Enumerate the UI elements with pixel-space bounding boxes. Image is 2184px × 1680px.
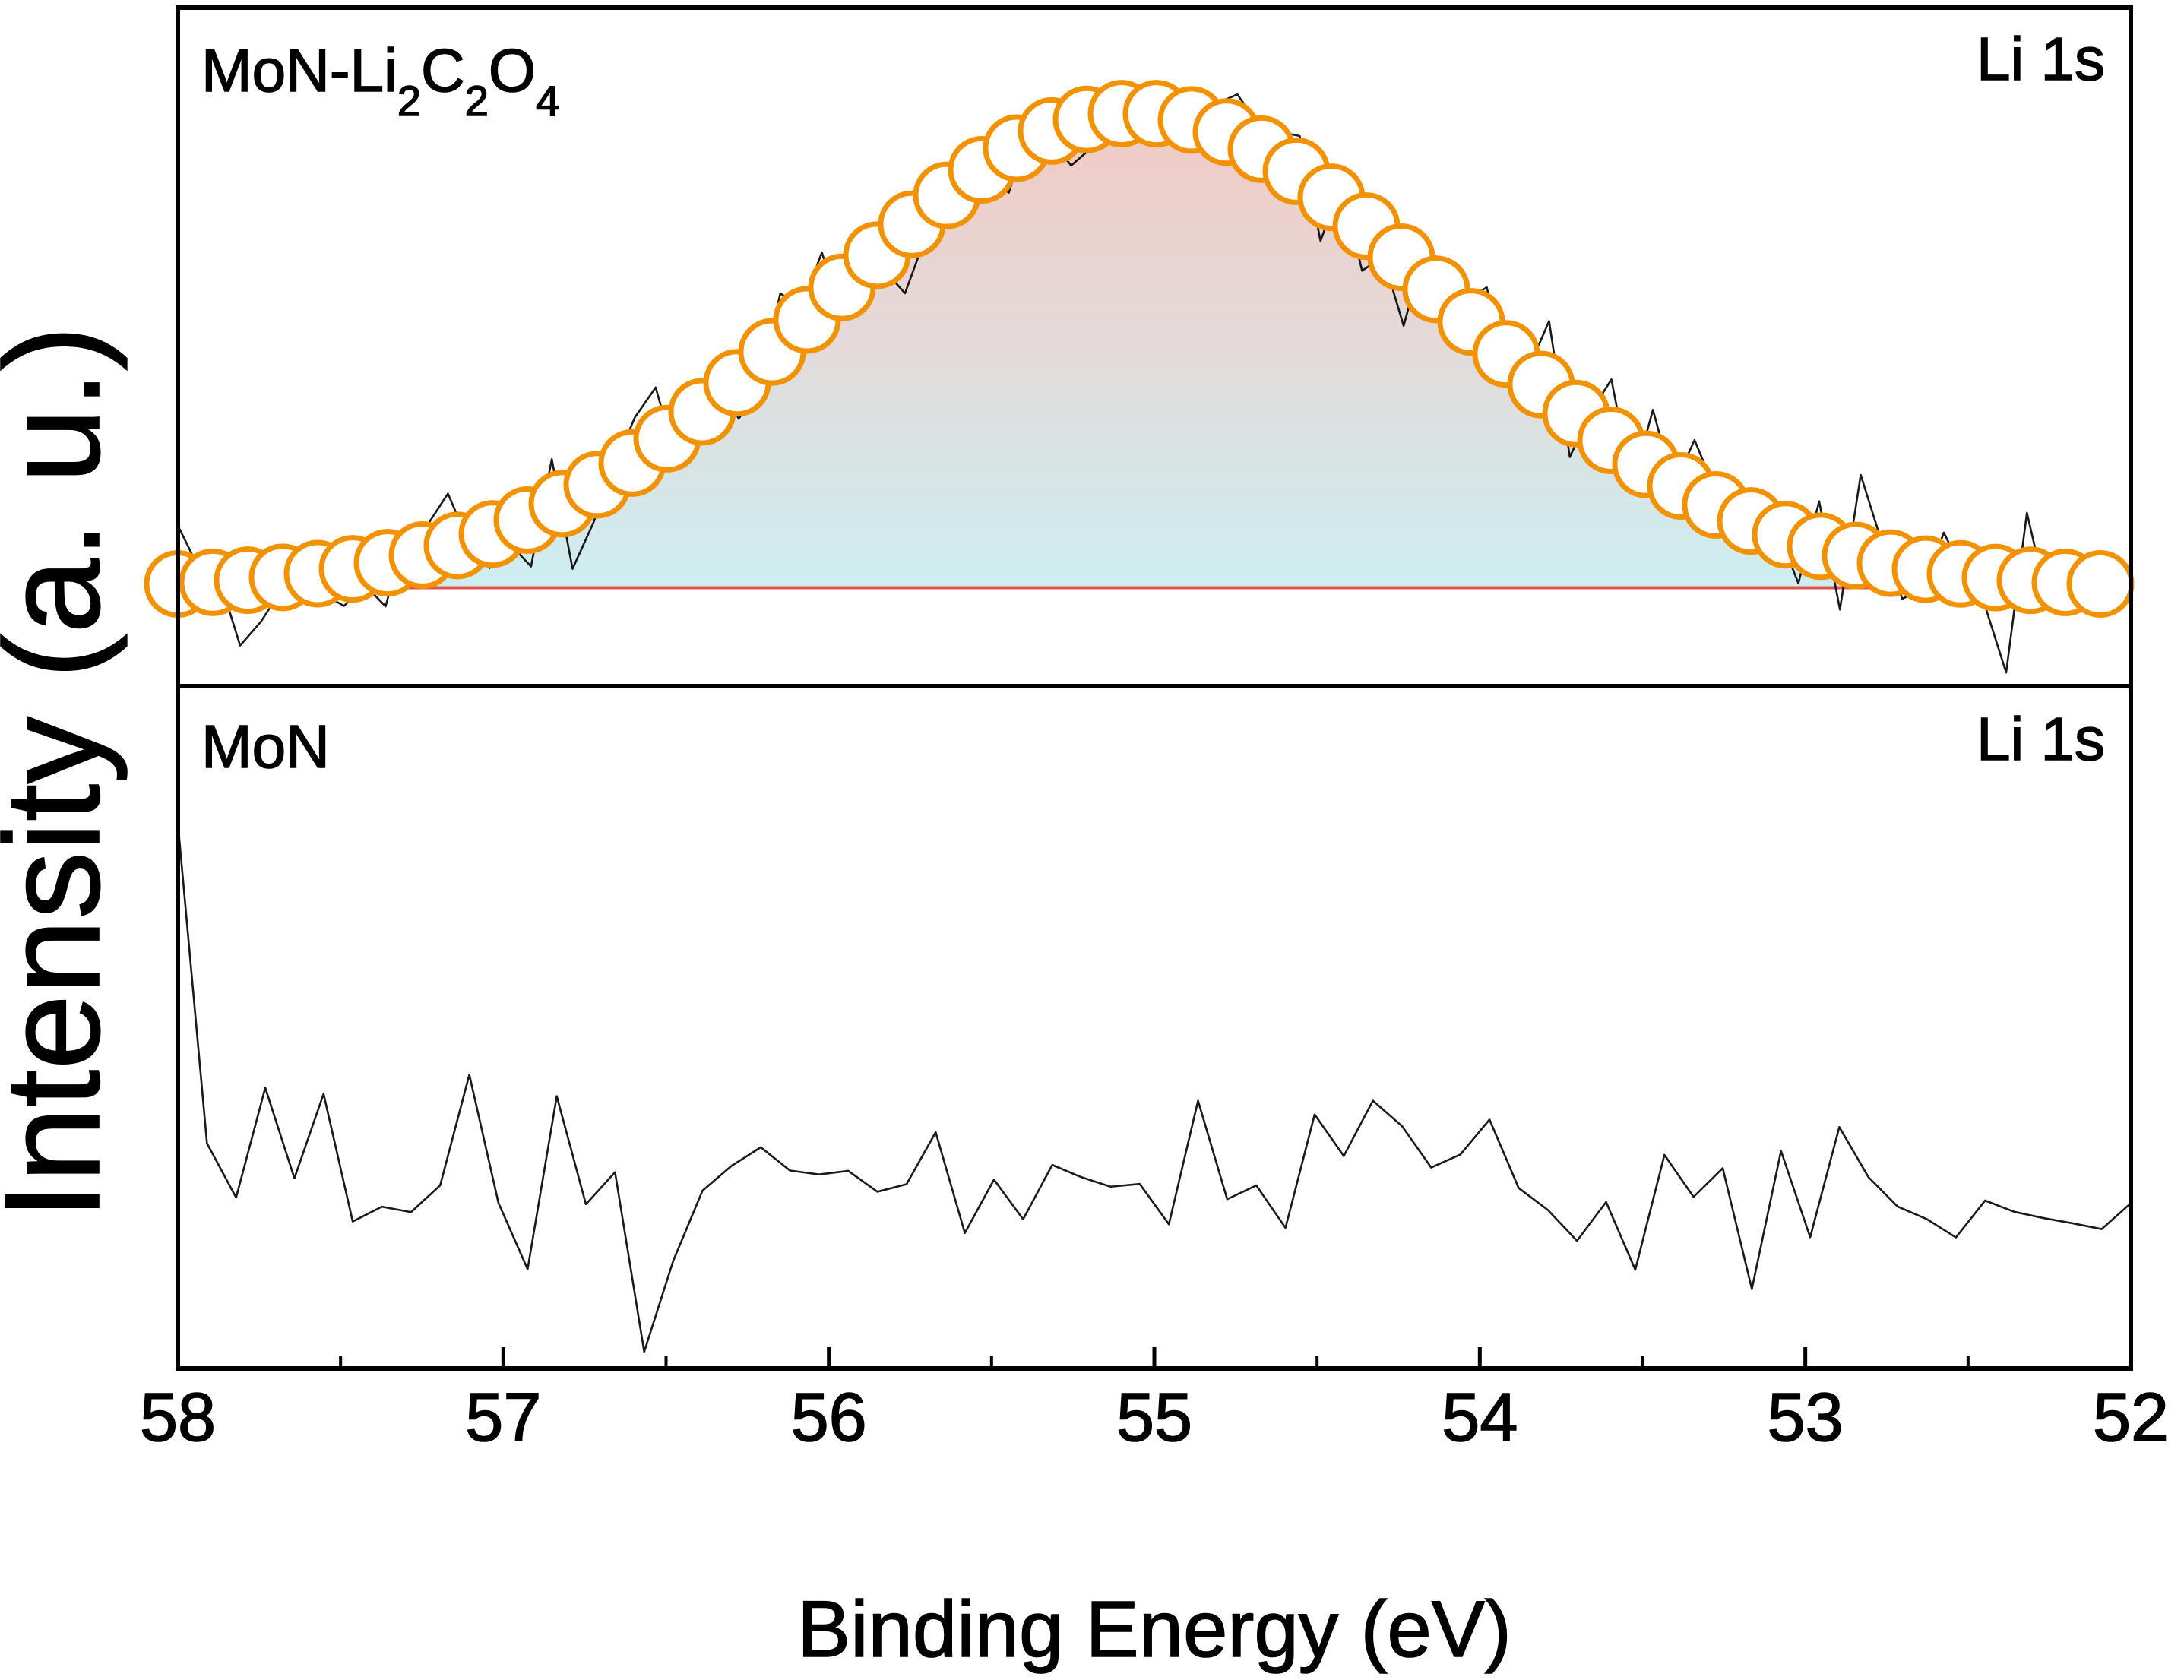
svg-text:56: 56 (791, 1380, 867, 1456)
svg-text:57: 57 (465, 1380, 541, 1456)
svg-text:54: 54 (1442, 1380, 1518, 1456)
svg-text:53: 53 (1768, 1380, 1844, 1456)
svg-text:58: 58 (140, 1380, 216, 1456)
svg-text:Binding Energy (eV): Binding Energy (eV) (797, 1585, 1511, 1674)
svg-text:Li 1s: Li 1s (1977, 705, 2105, 773)
svg-text:Li 1s: Li 1s (1977, 25, 2105, 93)
svg-text:55: 55 (1116, 1380, 1192, 1456)
svg-text:MoN: MoN (201, 713, 330, 780)
svg-text:Intensity (a. u.): Intensity (a. u.) (0, 325, 128, 1220)
svg-text:52: 52 (2093, 1380, 2169, 1456)
